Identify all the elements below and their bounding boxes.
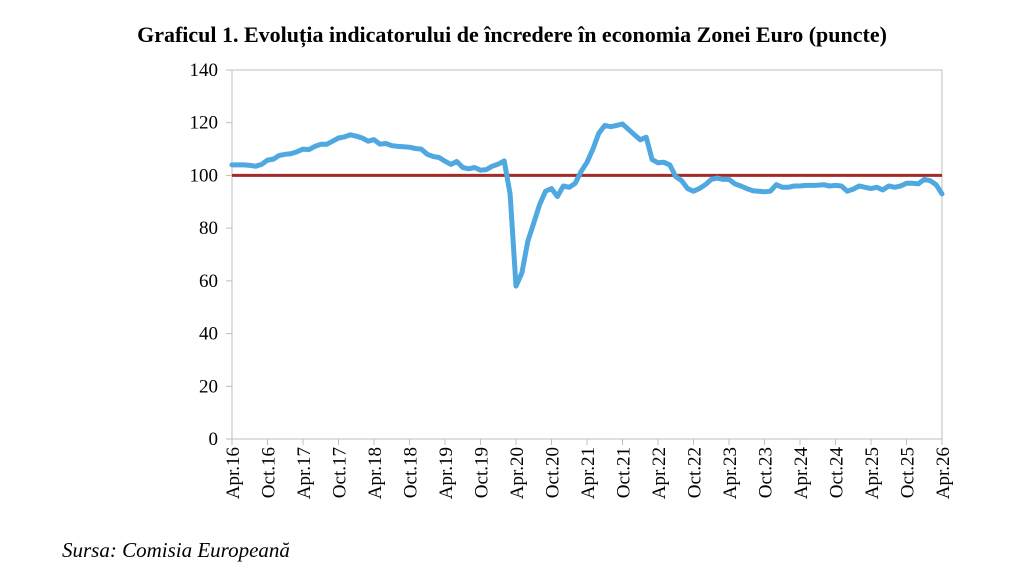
x-tick-label: Apr.25 [862, 447, 883, 499]
y-axis: 0 20 40 60 80 100 120 140 [190, 60, 232, 450]
source-note: Sursa: Comisia Europeană [62, 538, 290, 562]
x-tick-label: Apr.18 [365, 447, 386, 499]
x-tick-label: Apr.23 [720, 447, 741, 499]
y-tick-label: 20 [199, 376, 218, 397]
plot-frame [231, 69, 943, 440]
series-line-confidence-indicator [229, 121, 945, 289]
y-tick-label: 100 [190, 165, 219, 186]
x-tick-label: Oct.25 [898, 447, 919, 498]
x-tick-label: Oct.21 [614, 447, 635, 498]
x-tick-label: Apr.26 [933, 447, 954, 499]
x-tick-label: Oct.16 [259, 447, 280, 498]
x-tick-label: Apr.21 [578, 447, 599, 499]
x-tick-label: Oct.17 [330, 447, 351, 498]
y-tick-label: 140 [190, 60, 219, 81]
y-tick-label: 80 [199, 218, 218, 239]
x-tick-label: Oct.19 [472, 447, 493, 498]
y-tick-label: 40 [199, 324, 218, 345]
x-tick-label: Oct.23 [756, 447, 777, 498]
x-tick-label: Oct.24 [827, 447, 848, 499]
x-tick-label: Apr.17 [294, 447, 315, 499]
x-tick-label: Apr.22 [649, 447, 670, 499]
x-tick-label: Oct.20 [543, 447, 564, 498]
y-tick-label: 0 [209, 429, 219, 450]
x-axis: Apr.16 Oct.16 Apr.17 Oct.17 Apr.18 Oct.18 Apr.… [223, 439, 954, 499]
chart-title: Graficul 1. Evoluția indicatorului de în… [137, 22, 887, 47]
x-tick-label: Apr.16 [223, 447, 244, 499]
x-tick-label: Apr.19 [436, 447, 457, 499]
x-tick-label: Oct.22 [685, 447, 706, 498]
x-tick-label: Apr.20 [507, 447, 528, 499]
y-tick-label: 120 [190, 113, 219, 134]
x-tick-label: Apr.24 [791, 447, 812, 500]
x-tick-label: Oct.18 [401, 447, 422, 498]
y-tick-label: 60 [199, 271, 218, 292]
